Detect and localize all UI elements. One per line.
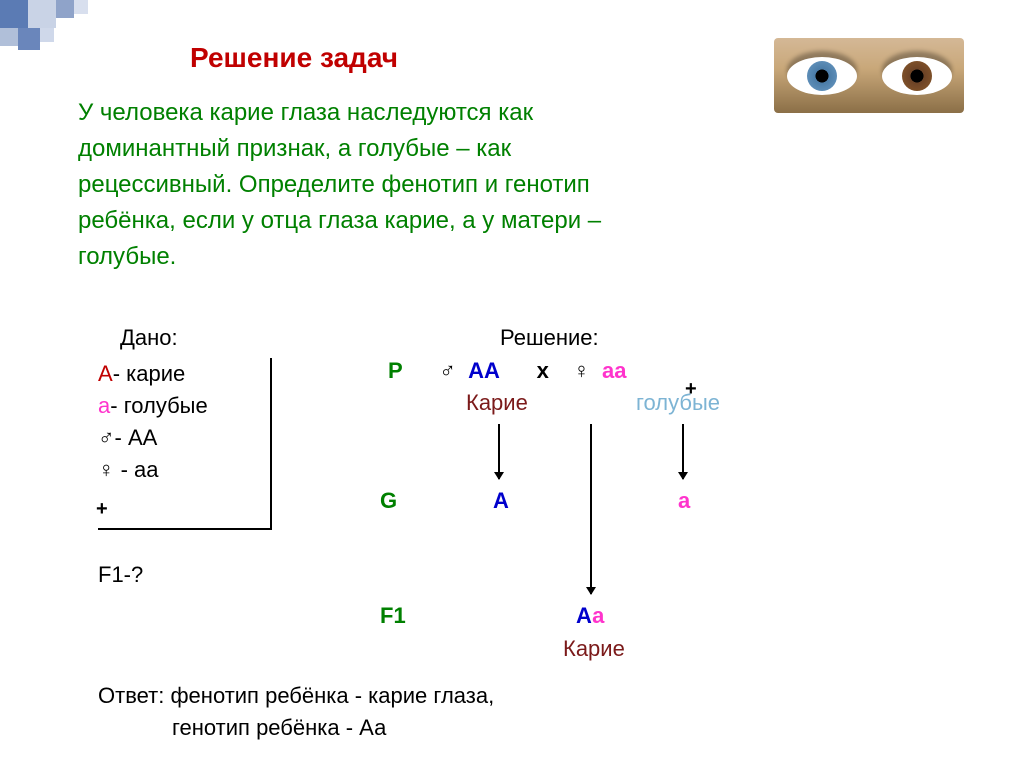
answer-line2: генотип ребёнка - Аа: [172, 715, 386, 740]
eyes-photo: [774, 38, 964, 113]
female-phenotype: голубые: [636, 390, 720, 415]
brown-eye-icon: [882, 57, 952, 95]
cross-symbol: х: [537, 358, 549, 383]
female-genotype: аа: [602, 358, 626, 383]
answer-line1: фенотип ребёнка - карие глаза,: [170, 683, 494, 708]
female-plus-given: +: [96, 498, 108, 521]
given-vertical-divider: [270, 358, 272, 530]
blue-eye-icon: [787, 57, 857, 95]
allele-A-letter: А: [98, 361, 113, 386]
F1-label: F1: [380, 603, 406, 628]
allele-a-letter: а: [98, 393, 110, 418]
male-phenotype: Карие: [466, 390, 528, 415]
arrow-female-to-gamete: [682, 424, 684, 479]
f1-question: F1-?: [98, 562, 143, 588]
female-symbol-sol: ♀: [573, 358, 590, 383]
G-label: G: [380, 488, 397, 513]
gamete-a: а: [678, 488, 690, 513]
male-symbol: ♂: [98, 425, 115, 450]
allele-A-desc: - карие: [113, 361, 186, 386]
female-symbol: ♀: [98, 457, 115, 482]
title-text: Решение задач: [190, 42, 398, 73]
F1-geno-a: а: [592, 603, 604, 628]
allele-a-desc: - голубые: [110, 393, 207, 418]
answer-section: Ответ: фенотип ребёнка - карие глаза, ге…: [98, 680, 494, 744]
arrow-cross-to-f1: [590, 424, 592, 594]
gamete-A: А: [493, 488, 509, 513]
given-label: Дано:: [120, 325, 178, 351]
F1-phenotype: Карие: [563, 636, 625, 661]
F1-geno-A: А: [576, 603, 592, 628]
page-title: Решение задач: [190, 42, 398, 74]
problem-statement: У человека карие глаза наследуются какдо…: [78, 95, 778, 275]
given-section: А- карие а- голубые ♂- АА ♀ - аа: [98, 358, 208, 486]
male-genotype: АА: [468, 358, 500, 383]
male-symbol-sol: ♂: [439, 358, 456, 383]
male-geno-given: - АА: [115, 425, 158, 450]
arrow-male-to-gamete: [498, 424, 500, 479]
given-horizontal-divider: [98, 528, 270, 530]
answer-label: Ответ:: [98, 683, 164, 708]
P-label: Р: [388, 358, 403, 383]
solution-label: Решение:: [500, 325, 599, 351]
female-geno-given: - аа: [115, 457, 159, 482]
